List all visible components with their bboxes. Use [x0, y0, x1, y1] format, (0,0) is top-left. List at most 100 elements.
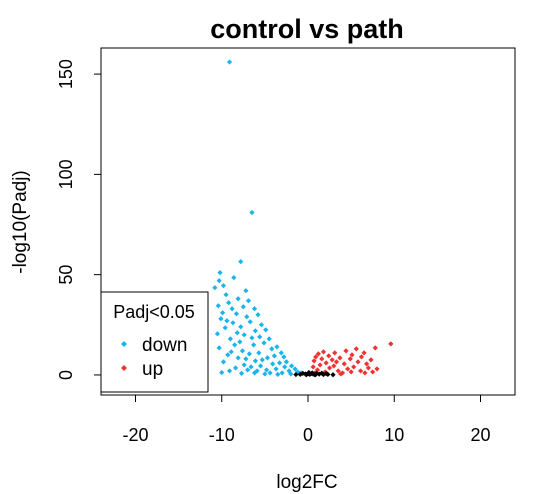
- point-down-41: [251, 342, 257, 348]
- legend-marker-up: [121, 365, 127, 371]
- point-down-25: [258, 322, 265, 328]
- point-up-30: [314, 367, 321, 373]
- point-down-22: [224, 318, 230, 324]
- point-down-68: [292, 366, 298, 372]
- point-up-34: [348, 369, 354, 375]
- point-down-23: [230, 320, 236, 326]
- x-tick-label: -20: [122, 425, 148, 445]
- point-down-21: [218, 316, 224, 322]
- point-up-11: [313, 354, 319, 360]
- x-axis: -20 -10 0 10 20: [122, 394, 491, 445]
- y-axis-label: -log10(Padj): [10, 170, 31, 274]
- point-up-18: [333, 359, 340, 365]
- point-down-13: [215, 303, 221, 309]
- point-not-significant-18: [303, 372, 309, 378]
- point-down-55: [259, 357, 265, 363]
- point-down-63: [282, 364, 288, 370]
- point-down-9: [212, 285, 218, 291]
- point-up-3: [361, 350, 367, 356]
- legend-label-up: up: [142, 359, 163, 380]
- point-down-48: [246, 351, 252, 357]
- point-down-11: [245, 298, 252, 304]
- point-down-69: [264, 367, 270, 373]
- point-not-significant-8: [320, 371, 327, 378]
- point-up-14: [347, 356, 353, 362]
- point-down-17: [220, 310, 226, 316]
- point-up-28: [345, 366, 351, 372]
- point-down-75: [279, 370, 285, 376]
- point-up-39: [338, 371, 344, 377]
- point-up-21: [341, 361, 347, 367]
- point-down-3: [217, 270, 223, 276]
- point-down-31: [241, 332, 247, 338]
- point-up-41: [374, 366, 380, 372]
- point-up-13: [319, 356, 325, 362]
- point-down-72: [245, 367, 251, 373]
- x-axis-label: log2FC: [276, 472, 337, 493]
- point-up-27: [326, 365, 333, 371]
- point-down-82: [262, 371, 268, 377]
- y-tick-label: 50: [56, 265, 76, 285]
- point-not-significant-16: [319, 370, 325, 376]
- point-up-37: [362, 370, 368, 376]
- point-up-22: [317, 362, 323, 368]
- point-up-26: [351, 364, 357, 370]
- point-down-56: [252, 358, 258, 364]
- point-not-significant-13: [306, 369, 312, 376]
- point-down-81: [219, 369, 225, 376]
- point-up-8: [326, 353, 332, 359]
- point-up-0: [388, 341, 394, 347]
- legend-box: [100, 291, 209, 393]
- point-up-31: [335, 368, 341, 374]
- point-down-19: [255, 312, 261, 318]
- point-up-9: [349, 352, 355, 358]
- point-down-20: [244, 314, 250, 320]
- point-down-7: [243, 288, 249, 294]
- point-down-79: [288, 371, 294, 377]
- point-down-53: [243, 356, 249, 362]
- point-down-40: [261, 340, 267, 346]
- chart-title: control vs path: [210, 14, 404, 44]
- point-down-61: [241, 362, 247, 368]
- point-down-36: [266, 336, 272, 342]
- point-down-62: [289, 363, 295, 369]
- point-up-4: [320, 349, 327, 355]
- y-tick-label: 150: [56, 59, 76, 89]
- point-down-66: [232, 365, 239, 371]
- point-down-28: [252, 328, 258, 334]
- point-up-10: [358, 354, 365, 360]
- point-down-47: [256, 350, 262, 356]
- point-up-15: [329, 357, 335, 363]
- point-down-59: [220, 359, 227, 365]
- point-up-5: [315, 351, 321, 357]
- y-tick-label: 0: [56, 370, 76, 380]
- point-up-20: [323, 360, 329, 366]
- point-down-27: [222, 325, 228, 331]
- point-up-25: [310, 364, 316, 370]
- point-not-significant-11: [297, 371, 303, 377]
- point-up-19: [355, 359, 361, 365]
- legend-marker-down: [121, 341, 127, 347]
- point-down-70: [286, 368, 292, 374]
- point-down-58: [276, 360, 283, 366]
- point-down-8: [223, 292, 229, 298]
- point-not-significant-19: [312, 372, 318, 378]
- point-down-4: [216, 278, 222, 284]
- point-down-26: [238, 324, 244, 330]
- point-down-49: [225, 352, 231, 358]
- x-tick-label: 0: [303, 425, 313, 445]
- point-down-33: [257, 334, 263, 340]
- point-up-7: [332, 350, 338, 356]
- point-down-51: [271, 353, 277, 359]
- point-down-45: [239, 348, 246, 354]
- point-down-60: [270, 361, 276, 367]
- point-down-67: [273, 366, 279, 372]
- point-down-39: [232, 342, 238, 348]
- point-down-52: [264, 355, 271, 361]
- point-up-17: [311, 358, 317, 364]
- point-down-0: [226, 59, 233, 65]
- point-down-80: [238, 370, 245, 376]
- point-down-57: [283, 359, 290, 365]
- point-down-42: [216, 345, 222, 351]
